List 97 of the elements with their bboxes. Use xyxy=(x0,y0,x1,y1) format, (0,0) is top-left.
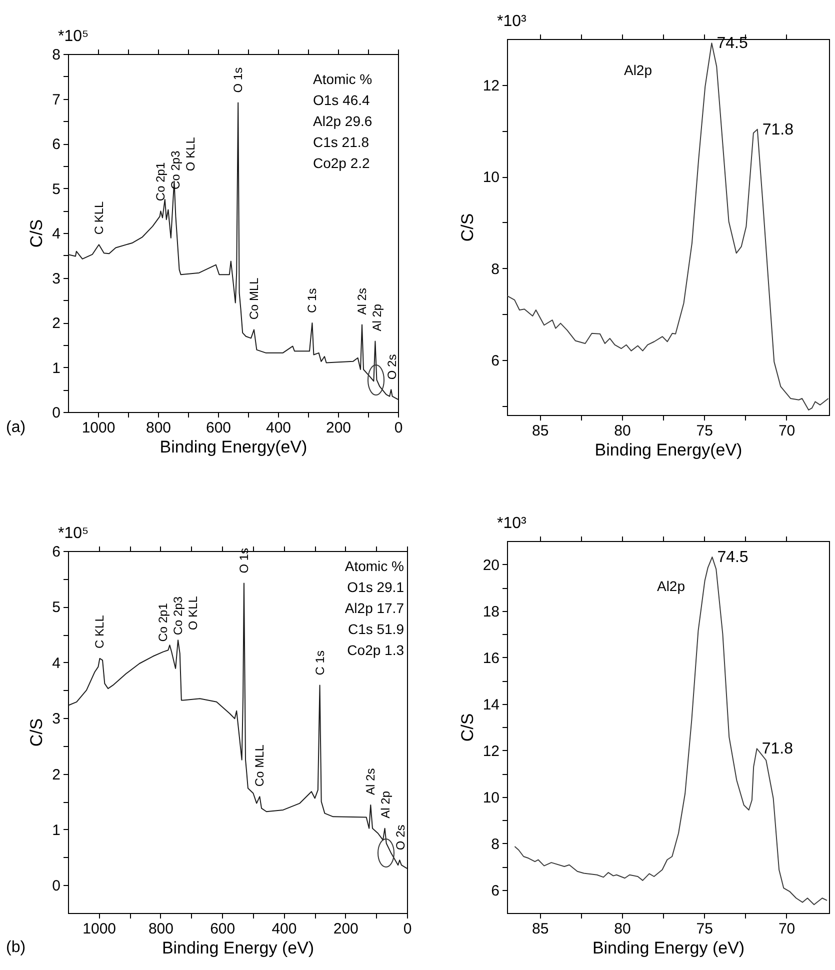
annotation: O 2s xyxy=(385,354,399,380)
annotation: C 1s xyxy=(305,288,320,313)
annotation: 71.8 xyxy=(762,740,794,758)
annotation: C1s 51.9 xyxy=(348,621,404,637)
x-tick-label: 600 xyxy=(210,920,236,938)
y-tick-label: 16 xyxy=(482,650,500,667)
annotation: C KLL xyxy=(92,200,106,235)
annotation: Co 2p3 xyxy=(168,150,183,190)
x-tick-label: 800 xyxy=(146,420,172,436)
x-tick-label: 80 xyxy=(614,422,631,440)
text: Al2p xyxy=(624,62,652,78)
text: *10³ xyxy=(497,13,528,30)
annotation: O 1s xyxy=(231,67,246,93)
annotation: Atomic % xyxy=(344,558,404,574)
x-tick-label: 400 xyxy=(266,420,292,436)
y-tick-label: 6 xyxy=(52,544,60,560)
annotation: Co2p 2.2 xyxy=(313,155,370,171)
annotation: Al 2s xyxy=(364,768,378,795)
y-axis-title: C/S xyxy=(458,713,477,742)
y-tick-label: 4 xyxy=(52,654,60,672)
y-tick-label: 1 xyxy=(52,822,60,839)
text: (b) xyxy=(6,939,26,956)
annotation: Atomic % xyxy=(313,71,372,87)
y-tick-label: 10 xyxy=(482,169,500,186)
x-tick-label: 75 xyxy=(696,920,713,938)
annotation: 74.5 xyxy=(717,549,748,566)
annotation: Al2p 17.7 xyxy=(344,600,404,616)
y-tick-label: 4 xyxy=(52,226,60,242)
x-axis-title: Binding Energy (eV) xyxy=(592,938,745,958)
x-axis-title: Binding Energy (eV) xyxy=(162,938,314,958)
annotation: O1s 46.4 xyxy=(313,92,370,108)
y-tick-label: 6 xyxy=(491,352,500,370)
annotation: Co MLL xyxy=(252,744,267,787)
annotation: Al2p 29.6 xyxy=(313,113,372,129)
x-tick-label: 85 xyxy=(532,920,549,938)
x-tick-label: 70 xyxy=(778,422,796,440)
y-axis-title: C/S xyxy=(27,219,46,248)
x-tick-label: 200 xyxy=(326,420,352,436)
text: *10³ xyxy=(497,515,528,532)
x-tick-label: 800 xyxy=(148,920,174,938)
y-tick-label: 0 xyxy=(52,878,60,895)
annotation: C 1s xyxy=(312,650,327,676)
annotation: Al 2p xyxy=(370,304,384,332)
x-tick-label: 600 xyxy=(206,420,232,436)
x-axis-title: Binding Energy(eV) xyxy=(160,438,308,456)
y-axis-title: C/S xyxy=(27,718,46,747)
annotation: Co 2p1 xyxy=(156,602,170,642)
annotation: Al 2p xyxy=(378,790,393,818)
annotation: O 2s xyxy=(394,824,408,850)
annotation: Co 2p3 xyxy=(171,596,186,636)
y-tick-label: 10 xyxy=(482,789,500,806)
x-tick-label: 75 xyxy=(696,422,713,440)
text: Al2p xyxy=(656,578,686,594)
annotation: O1s 29.1 xyxy=(347,579,404,595)
annotation: Co 2p1 xyxy=(154,162,168,202)
x-axis-title: Binding Energy(eV) xyxy=(594,440,742,460)
y-tick-label: 8 xyxy=(491,260,500,278)
y-tick-label: 6 xyxy=(491,882,500,900)
annotation: Co2p 1.3 xyxy=(347,642,404,658)
x-tick-label: 0 xyxy=(403,920,412,938)
y-tick-label: 2 xyxy=(52,315,60,332)
annotation: O KLL xyxy=(186,596,200,630)
annotation: O KLL xyxy=(184,136,198,172)
annotation: Co MLL xyxy=(247,277,261,320)
y-tick-label: 1 xyxy=(52,360,60,377)
x-tick-label: 70 xyxy=(778,920,796,938)
y-tick-label: 3 xyxy=(52,270,60,288)
text: *10⁵ xyxy=(58,525,89,542)
y-axis-title: C/S xyxy=(458,213,477,242)
y-tick-label: 14 xyxy=(482,696,500,714)
annotation: Al 2s xyxy=(355,288,369,315)
y-tick-label: 7 xyxy=(52,91,60,108)
text: *10⁵ xyxy=(58,28,89,45)
line-series xyxy=(68,582,407,869)
y-tick-label: 5 xyxy=(52,599,60,616)
y-tick-label: 18 xyxy=(482,603,500,620)
y-tick-label: 3 xyxy=(52,710,60,728)
x-tick-label: 80 xyxy=(614,920,631,938)
annotation: C KLL xyxy=(92,614,107,648)
x-tick-label: 0 xyxy=(394,420,403,436)
text: (a) xyxy=(6,419,26,436)
x-tick-label: 1000 xyxy=(82,420,116,436)
y-tick-label: 12 xyxy=(482,742,500,760)
annotation: 71.8 xyxy=(762,121,794,138)
x-tick-label: 1000 xyxy=(82,920,116,938)
x-tick-label: 85 xyxy=(532,422,549,440)
x-tick-label: 200 xyxy=(333,920,358,938)
y-tick-label: 5 xyxy=(52,180,60,198)
y-tick-label: 8 xyxy=(52,46,60,64)
y-tick-label: 8 xyxy=(491,836,500,853)
y-tick-label: 0 xyxy=(52,404,60,422)
y-tick-label: 2 xyxy=(52,766,60,784)
annotation: C1s 21.8 xyxy=(313,134,370,150)
y-tick-label: 12 xyxy=(482,77,500,94)
y-tick-label: 6 xyxy=(52,136,60,153)
y-tick-label: 20 xyxy=(482,556,500,574)
x-tick-label: 400 xyxy=(272,920,297,938)
